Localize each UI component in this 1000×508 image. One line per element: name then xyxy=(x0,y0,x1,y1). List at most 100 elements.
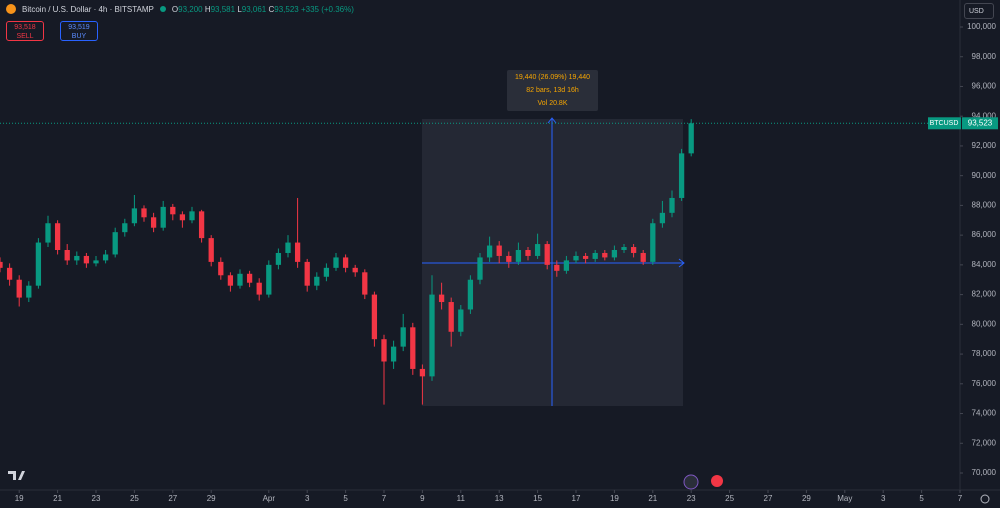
candle-body xyxy=(131,208,138,224)
candle-body xyxy=(218,261,224,276)
x-tick-label: 9 xyxy=(420,494,425,503)
candle-body xyxy=(45,223,51,243)
x-tick-label: 21 xyxy=(648,494,657,503)
candle-body xyxy=(150,217,157,228)
tv-logo xyxy=(8,471,25,480)
event-icon[interactable] xyxy=(683,474,699,490)
candle-body xyxy=(563,260,570,271)
candle-body xyxy=(573,255,579,261)
candle-body xyxy=(544,244,550,265)
change: +335 (+0.36%) xyxy=(300,4,354,14)
candle-body xyxy=(650,223,656,262)
x-tick-label: 25 xyxy=(725,494,734,503)
y-tick-label: 70,000 xyxy=(972,468,997,477)
candle-body xyxy=(419,368,426,377)
candle-body xyxy=(93,260,99,264)
candle-body xyxy=(314,276,320,286)
symbol-tag xyxy=(928,117,961,130)
y-tick-label: 96,000 xyxy=(972,82,997,91)
candle-body xyxy=(602,252,608,258)
ohlc-value: 93,523 xyxy=(274,4,299,14)
candle-body xyxy=(112,232,118,255)
sell-button[interactable]: 93,518 SELL xyxy=(6,21,44,41)
measure-line: Vol 20.8K xyxy=(537,100,568,107)
x-tick-label: 5 xyxy=(919,494,924,503)
candle-body xyxy=(496,245,502,256)
candle-body xyxy=(54,223,61,250)
candle-body xyxy=(179,214,186,221)
status-dot xyxy=(159,6,166,12)
y-tick-label: 86,000 xyxy=(972,230,997,239)
candle-body xyxy=(0,261,3,268)
candle-body xyxy=(458,309,464,332)
candle-body xyxy=(400,327,406,347)
settings-icon[interactable] xyxy=(980,494,990,504)
candle-body xyxy=(352,267,358,273)
candle-body xyxy=(64,250,70,261)
buy-button[interactable]: 93,519 BUY xyxy=(60,21,98,41)
candle-body xyxy=(304,261,310,286)
x-tick-label: 23 xyxy=(92,494,101,503)
candle-body xyxy=(381,339,387,362)
candle-body xyxy=(525,250,531,256)
y-tick-label: 82,000 xyxy=(972,290,997,299)
candle-body xyxy=(448,302,454,332)
x-tick-label: 3 xyxy=(305,494,310,503)
candle-body xyxy=(227,275,234,286)
x-tick-label: 5 xyxy=(343,494,348,503)
candle-body xyxy=(621,247,627,250)
y-tick-label: 90,000 xyxy=(972,171,997,180)
x-tick-label: 21 xyxy=(53,494,62,503)
x-tick-label: 3 xyxy=(881,494,886,503)
candle-body xyxy=(189,211,195,221)
candle-body xyxy=(198,211,205,239)
last-price-label: 93,523 xyxy=(968,118,993,127)
candle-body xyxy=(74,255,80,261)
measure-line: 82 bars, 13d 16h xyxy=(526,87,579,94)
candle-body xyxy=(630,247,637,253)
x-tick-label: 19 xyxy=(610,494,619,503)
candle-body xyxy=(534,244,541,256)
y-tick-label: 84,000 xyxy=(972,260,997,269)
candle-body xyxy=(410,327,416,369)
candle-body xyxy=(275,252,282,265)
y-tick-label: 76,000 xyxy=(972,379,997,388)
last-price-tag xyxy=(962,117,998,130)
candle-body xyxy=(678,153,685,198)
x-tick-label: May xyxy=(837,494,852,503)
candle-body xyxy=(477,257,483,280)
candle-body xyxy=(659,212,666,224)
candle-body xyxy=(467,279,474,310)
candle-body xyxy=(342,257,349,268)
candle-body xyxy=(592,252,598,259)
sell-price: 93,518 xyxy=(14,24,36,31)
candle-body xyxy=(170,206,176,215)
ohlc-label: C xyxy=(268,4,275,14)
btc-icon xyxy=(6,4,16,14)
y-tick-label: 94,000 xyxy=(972,111,997,120)
ohlc-label: H xyxy=(204,4,211,14)
sell-label: SELL xyxy=(16,33,34,40)
x-tick-label: 27 xyxy=(168,494,177,503)
buy-label: BUY xyxy=(71,33,87,40)
x-tick-label: 17 xyxy=(572,494,581,503)
x-tick-label: 15 xyxy=(533,494,542,503)
y-tick-label: 74,000 xyxy=(972,409,997,418)
candle-body xyxy=(640,252,646,262)
event-icon[interactable] xyxy=(711,475,723,487)
candle-body xyxy=(486,245,493,258)
candle-body xyxy=(285,242,291,253)
y-tick-label: 72,000 xyxy=(972,438,997,447)
x-tick-label: 25 xyxy=(130,494,139,503)
currency-select[interactable]: USD xyxy=(964,3,994,19)
candle-body xyxy=(266,264,272,295)
candle-body xyxy=(390,346,397,362)
x-tick-label: 29 xyxy=(802,494,811,503)
y-tick-label: 98,000 xyxy=(972,52,997,61)
y-tick-label: 100,000 xyxy=(967,22,996,31)
candle-body xyxy=(141,208,147,218)
candle-body xyxy=(582,255,589,259)
header: Bitcoin / U.S. Dollar · 4h · BITSTAMP O9… xyxy=(6,4,354,14)
